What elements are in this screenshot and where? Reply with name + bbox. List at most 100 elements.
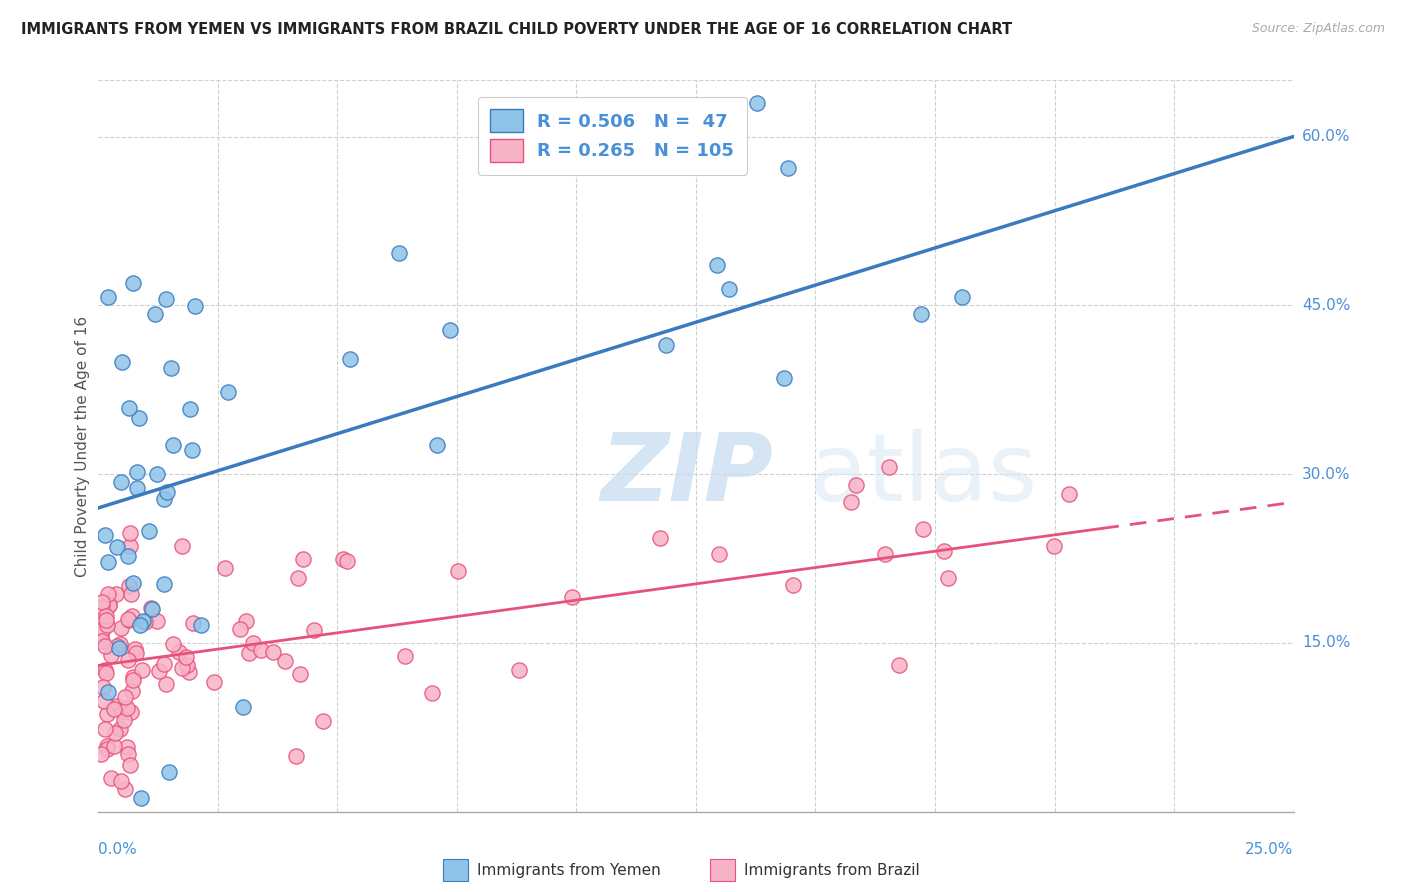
Point: [100, 772, 122, 786]
Point: [167, 645, 190, 659]
Point: [778, 161, 800, 176]
Point: [312, 714, 335, 729]
Point: [146, 467, 169, 481]
Point: [288, 667, 311, 681]
Point: [94, 663, 117, 677]
Point: [96, 618, 118, 632]
Point: [97, 587, 120, 601]
Point: [707, 547, 730, 561]
Point: [153, 577, 176, 591]
Point: [287, 571, 309, 585]
Point: [131, 790, 153, 805]
Point: [94, 722, 117, 736]
Text: ZIP: ZIP: [600, 429, 773, 521]
Point: [91, 622, 114, 636]
Point: [217, 384, 239, 399]
Point: [94, 613, 117, 627]
Text: 45.0%: 45.0%: [1302, 298, 1350, 313]
Point: [910, 307, 932, 321]
Point: [156, 484, 179, 499]
Point: [117, 653, 139, 667]
Point: [426, 438, 449, 452]
Text: 0.0%: 0.0%: [98, 842, 138, 857]
Point: [121, 608, 143, 623]
Point: [111, 355, 134, 369]
Point: [747, 95, 769, 110]
Point: [420, 685, 443, 699]
Point: [103, 702, 125, 716]
Point: [104, 587, 127, 601]
Point: [950, 290, 973, 304]
Legend: R = 0.506   N =  47, R = 0.265   N = 105: R = 0.506 N = 47, R = 0.265 N = 105: [478, 96, 747, 175]
Point: [153, 491, 176, 506]
Point: [138, 524, 160, 538]
Point: [118, 758, 141, 772]
Point: [122, 670, 145, 684]
Point: [129, 618, 152, 632]
Point: [302, 623, 325, 637]
Point: [654, 338, 676, 352]
Point: [204, 674, 226, 689]
Point: [183, 615, 205, 630]
Point: [96, 739, 118, 754]
Point: [91, 599, 114, 614]
Point: [773, 371, 796, 385]
Point: [107, 540, 129, 554]
Point: [190, 618, 212, 632]
Point: [284, 749, 307, 764]
Text: 30.0%: 30.0%: [1302, 467, 1350, 482]
Point: [131, 663, 153, 677]
Point: [91, 634, 114, 648]
Point: [177, 665, 200, 679]
Point: [845, 478, 868, 492]
Point: [912, 523, 935, 537]
Point: [132, 614, 155, 628]
Point: [262, 645, 284, 659]
Text: Immigrants from Yemen: Immigrants from Yemen: [477, 863, 661, 878]
Text: Immigrants from Brazil: Immigrants from Brazil: [744, 863, 920, 878]
Point: [839, 495, 862, 509]
Point: [97, 685, 120, 699]
Point: [118, 401, 141, 415]
Point: [120, 705, 142, 719]
Point: [117, 747, 139, 761]
Point: [114, 781, 136, 796]
Point: [1057, 487, 1080, 501]
Point: [148, 664, 170, 678]
Text: atlas: atlas: [810, 429, 1038, 521]
Point: [94, 665, 117, 680]
Point: [179, 401, 201, 416]
Point: [104, 726, 127, 740]
Point: [90, 747, 112, 762]
Point: [125, 481, 148, 495]
Point: [107, 698, 129, 713]
Point: [90, 629, 112, 643]
Point: [232, 700, 254, 714]
Point: [124, 641, 146, 656]
Point: [107, 640, 129, 655]
Point: [96, 707, 118, 722]
Point: [648, 532, 671, 546]
Point: [155, 676, 177, 690]
Point: [125, 646, 148, 660]
Point: [394, 648, 416, 663]
Point: [174, 649, 197, 664]
Point: [120, 539, 142, 553]
Point: [121, 683, 143, 698]
Point: [117, 612, 139, 626]
Point: [96, 742, 118, 756]
Point: [121, 276, 143, 290]
Point: [122, 576, 145, 591]
Point: [160, 361, 183, 376]
Point: [172, 661, 194, 675]
Text: 25.0%: 25.0%: [1246, 842, 1294, 857]
Point: [134, 615, 156, 630]
Point: [229, 622, 252, 636]
Point: [332, 552, 354, 566]
Point: [238, 646, 260, 660]
Point: [157, 765, 180, 780]
Point: [155, 292, 177, 306]
Point: [170, 539, 193, 553]
Point: [162, 438, 184, 452]
Point: [120, 587, 142, 601]
